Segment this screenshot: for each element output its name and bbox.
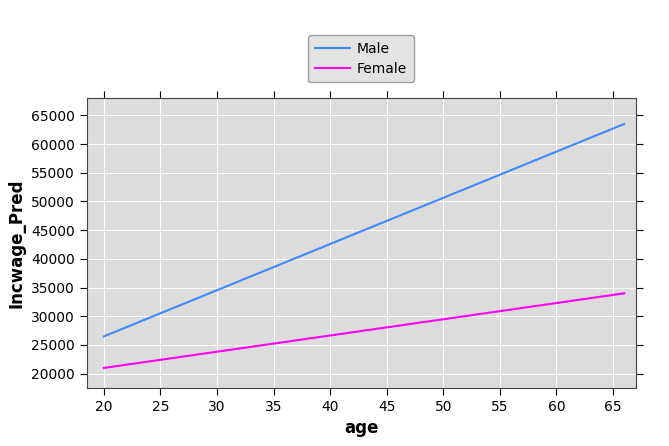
X-axis label: age: age	[344, 419, 379, 438]
Y-axis label: Incwage_Pred: Incwage_Pred	[8, 178, 25, 308]
Legend: Male, Female: Male, Female	[308, 35, 414, 83]
